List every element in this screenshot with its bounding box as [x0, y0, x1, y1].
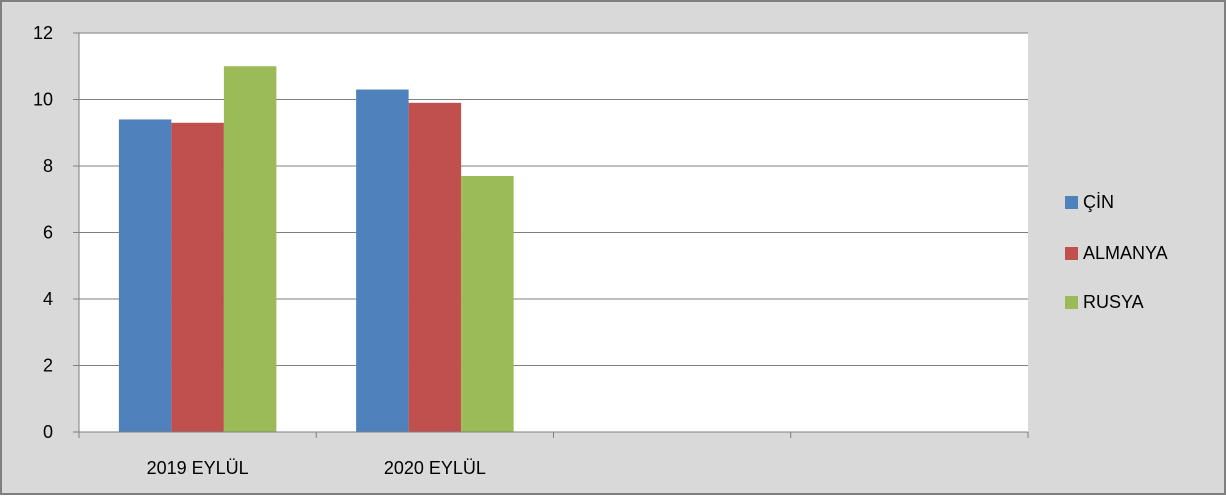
bar — [223, 66, 277, 432]
legend: ÇİN ALMANYA RUSYA — [1065, 192, 1168, 312]
legend-swatch — [1065, 247, 1078, 260]
bar — [356, 89, 409, 433]
bar — [408, 102, 462, 432]
legend-swatch — [1065, 196, 1078, 209]
y-tick-label: 0 — [43, 422, 53, 442]
x-tick-label: 2020 EYLÜL — [384, 458, 486, 478]
legend-label: ÇİN — [1083, 192, 1114, 212]
bar — [118, 119, 172, 432]
bar — [461, 175, 514, 432]
y-tick-label: 2 — [43, 356, 53, 376]
legend-label: RUSYA — [1083, 292, 1144, 312]
legend-swatch — [1065, 296, 1078, 309]
bar — [171, 122, 224, 433]
x-tick-label: 2019 EYLÜL — [147, 458, 249, 478]
y-tick-label: 8 — [43, 156, 53, 176]
y-tick-label: 10 — [33, 90, 53, 110]
y-tick-label: 12 — [33, 23, 53, 43]
y-tick-label: 4 — [43, 289, 53, 309]
axes: 0 2 4 6 8 10 12 2019 EYLÜL 2020 EYLÜL — [33, 23, 1029, 478]
legend-label: ALMANYA — [1083, 243, 1168, 263]
bars — [118, 66, 514, 433]
y-tick-label: 6 — [43, 223, 53, 243]
